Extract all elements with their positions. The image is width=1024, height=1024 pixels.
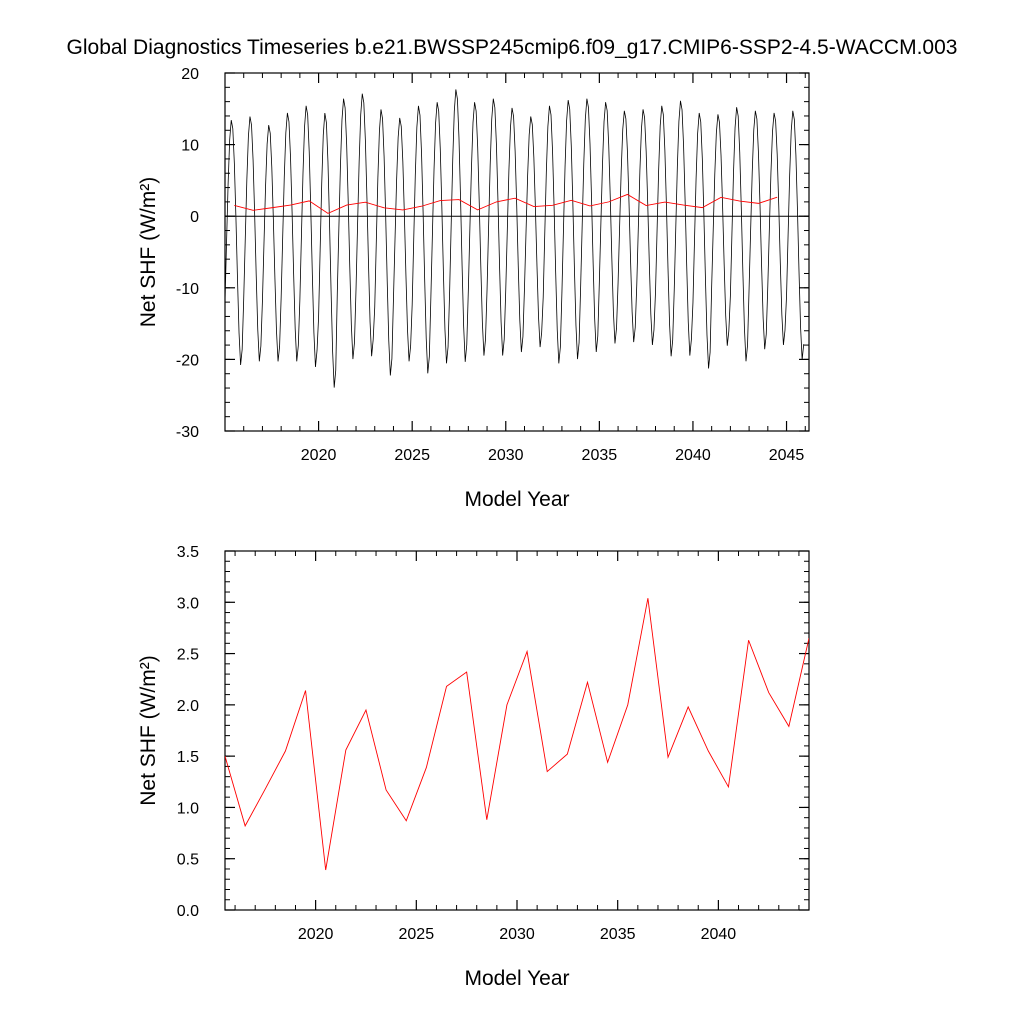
top-chart-panel: 2020 2025 2030 2035 2040 2045 -30 -20 -10 0 10 20 Mo… xyxy=(137,66,810,511)
y-tick-label: 0.5 xyxy=(177,852,199,869)
x-tick-label: 2030 xyxy=(499,926,535,943)
plot-frame xyxy=(224,72,810,432)
x-tick-label: 2020 xyxy=(301,447,337,464)
y-tick-label: -30 xyxy=(176,424,199,441)
y-tick-label: 10 xyxy=(181,138,199,155)
y-tick-label: -20 xyxy=(176,352,199,369)
y-tick-label: 20 xyxy=(181,66,199,83)
monthly-series-line xyxy=(225,89,805,388)
y-tick-label: 3.5 xyxy=(177,544,199,561)
x-axis-label: Model Year xyxy=(464,967,569,990)
x-tick-label: 2025 xyxy=(394,447,430,464)
y-tick-label: 1.5 xyxy=(177,749,199,766)
x-tick-label: 2020 xyxy=(298,926,334,943)
y-tick-label: 0.0 xyxy=(177,903,199,920)
y-axis-label: Net SHF (W/m²) xyxy=(137,177,160,327)
y-tick-label: 0 xyxy=(190,209,199,226)
annual-mean-line xyxy=(234,193,778,214)
x-tick-label: 2035 xyxy=(582,447,618,464)
x-tick-label: 2030 xyxy=(488,447,524,464)
plot-frame xyxy=(224,550,810,911)
figure-title: Global Diagnostics Timeseries b.e21.BWSS… xyxy=(66,36,958,59)
annual-mean-line xyxy=(225,598,809,871)
bottom-chart-panel: 2020 2025 2030 2035 2040 0.0 0.5 1.0 1.5 2.0 2.5 3.… xyxy=(137,544,810,990)
x-tick-label: 2035 xyxy=(600,926,636,943)
y-tick-label: -10 xyxy=(176,281,199,298)
y-tick-label: 2.0 xyxy=(177,698,199,715)
x-axis-label: Model Year xyxy=(464,488,569,511)
y-axis-label: Net SHF (W/m²) xyxy=(137,655,160,805)
x-tick-label: 2040 xyxy=(701,926,737,943)
x-tick-label: 2040 xyxy=(675,447,711,464)
y-tick-label: 2.5 xyxy=(177,647,199,664)
y-tick-label: 3.0 xyxy=(177,595,199,612)
x-tick-label: 2045 xyxy=(769,447,805,464)
y-tick-label: 1.0 xyxy=(177,800,199,817)
x-tick-label: 2025 xyxy=(399,926,435,943)
